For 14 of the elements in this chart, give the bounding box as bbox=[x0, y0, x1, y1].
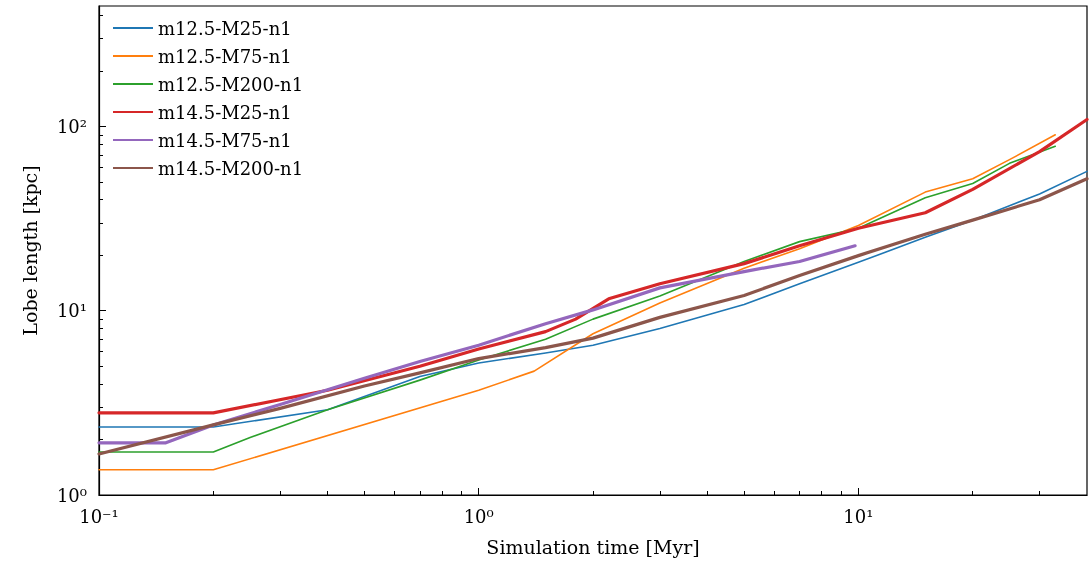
x-tick-label: 10⁰ bbox=[463, 505, 494, 527]
y-tick-label: 10² bbox=[56, 115, 87, 137]
legend-label: m14.5-M25-n1 bbox=[158, 101, 292, 123]
x-axis-title: Simulation time [Myr] bbox=[486, 535, 700, 558]
legend-label: m14.5-M200-n1 bbox=[158, 157, 304, 179]
legend-label: m14.5-M75-n1 bbox=[158, 129, 292, 151]
x-tick-label: 10⁻¹ bbox=[79, 505, 119, 527]
legend-label: m12.5-M75-n1 bbox=[158, 45, 292, 67]
legend-label: m12.5-M200-n1 bbox=[158, 73, 304, 95]
y-axis-title: Lobe length [kpc] bbox=[18, 165, 41, 336]
y-tick-label: 10¹ bbox=[56, 300, 87, 322]
y-tick-label: 10⁰ bbox=[56, 484, 87, 506]
x-tick-label: 10¹ bbox=[843, 505, 874, 527]
legend-label: m12.5-M25-n1 bbox=[158, 17, 292, 39]
